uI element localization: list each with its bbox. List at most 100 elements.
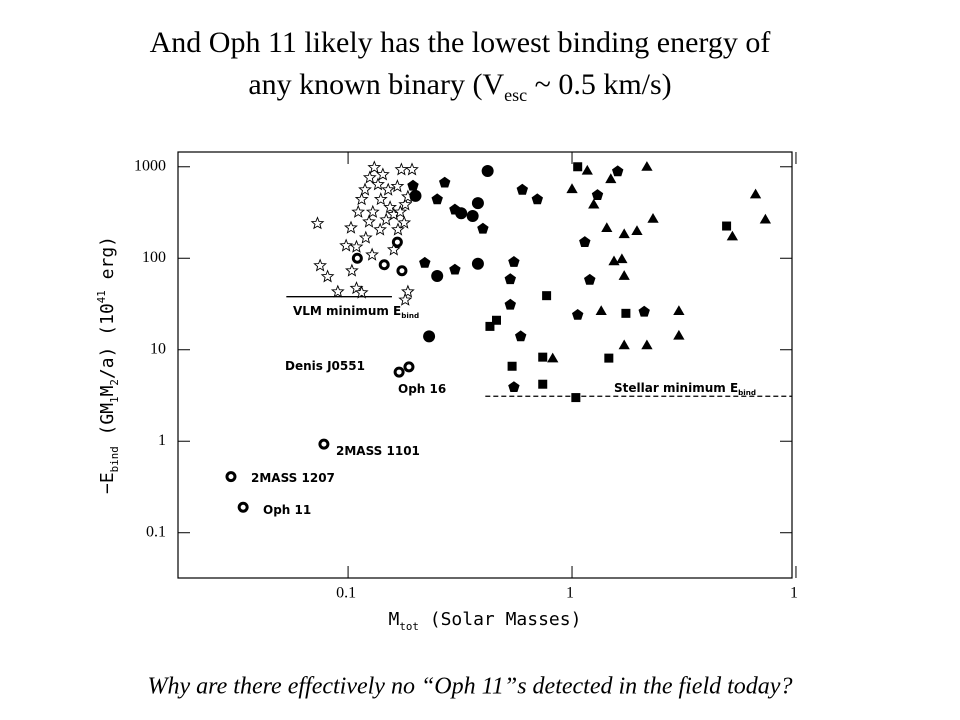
x-tick-label: 1 bbox=[566, 585, 574, 602]
triangle-point bbox=[605, 173, 617, 184]
ring-point bbox=[237, 501, 249, 513]
pentagon-point bbox=[431, 193, 443, 205]
star-point bbox=[358, 230, 373, 244]
circle-point bbox=[409, 189, 422, 202]
title-line-part: And Oph 11 likely has the lowest binding… bbox=[150, 26, 771, 59]
x-tick-label: 0.1 bbox=[336, 585, 356, 602]
x-tick-label: 1 bbox=[790, 585, 798, 602]
annotation-part: Oph 16 bbox=[398, 382, 446, 396]
star-point bbox=[354, 192, 369, 206]
triangle-point bbox=[726, 230, 738, 241]
square-point bbox=[571, 393, 581, 403]
pentagon-point bbox=[515, 330, 527, 342]
pentagon-point bbox=[572, 309, 584, 320]
annotation-part: bind bbox=[738, 388, 756, 397]
y-axis-label-part: /a) (10 bbox=[97, 303, 118, 379]
annotation-part: Stellar minimum E bbox=[614, 381, 738, 395]
y-tick-label: 1000 bbox=[134, 157, 166, 174]
star-point bbox=[386, 242, 401, 256]
pentagon-point bbox=[516, 183, 528, 195]
pentagon-point bbox=[531, 193, 543, 205]
pentagon-point bbox=[612, 165, 624, 177]
star-point bbox=[394, 162, 409, 176]
square-point bbox=[485, 321, 495, 331]
annotation-part: Denis J0551 bbox=[285, 359, 365, 373]
star-point bbox=[365, 247, 379, 261]
square-point bbox=[621, 308, 631, 318]
triangle-point bbox=[673, 329, 685, 340]
triangle-point bbox=[641, 339, 653, 350]
square-point bbox=[538, 352, 548, 362]
annotation-part: 2MASS 1207 bbox=[251, 471, 335, 485]
x-axis-label-part: tot bbox=[399, 620, 419, 633]
circle-point bbox=[423, 330, 436, 343]
pentagon-point bbox=[449, 263, 461, 275]
y-tick-label: 10 bbox=[150, 340, 166, 357]
y-axis-label: −Ebind (GM1M2/a) (1041 erg) bbox=[95, 236, 121, 494]
pentagon-point bbox=[439, 176, 451, 188]
star-point bbox=[397, 215, 412, 229]
star-point bbox=[365, 204, 380, 218]
pentagon-point bbox=[407, 179, 419, 191]
y-tick-label: 0.1 bbox=[146, 523, 166, 540]
star-point bbox=[383, 200, 397, 214]
ring-point bbox=[393, 366, 405, 378]
pentagon-point bbox=[504, 298, 516, 310]
triangle-point bbox=[588, 198, 600, 209]
annotation-part: VLM minimum E bbox=[293, 304, 401, 318]
triangle-point bbox=[618, 228, 630, 239]
star-point bbox=[320, 269, 335, 283]
y-axis-label-part: bind bbox=[108, 446, 121, 472]
triangle-point bbox=[595, 305, 607, 315]
star-point bbox=[401, 284, 415, 298]
star-point bbox=[393, 204, 408, 218]
star-point bbox=[376, 167, 390, 181]
square-point bbox=[542, 291, 552, 301]
y-axis-label-part: 2 bbox=[108, 379, 121, 386]
pentagon-point bbox=[477, 222, 489, 234]
x-axis-label-part: M bbox=[389, 609, 400, 630]
annotation: 2MASS 1101 bbox=[336, 444, 420, 458]
annotation: Oph 11 bbox=[263, 503, 311, 517]
ring-point bbox=[318, 438, 330, 450]
circle-point bbox=[481, 164, 494, 177]
y-tick-label: 1 bbox=[158, 432, 166, 449]
annotation-part: Oph 11 bbox=[263, 503, 311, 517]
star-point bbox=[349, 239, 364, 253]
y-axis-label-part: M bbox=[97, 385, 118, 396]
triangle-point bbox=[618, 270, 630, 280]
star-point bbox=[310, 216, 325, 230]
star-point bbox=[371, 177, 385, 191]
star-point bbox=[379, 212, 394, 226]
ring-point bbox=[225, 471, 237, 483]
triangle-point bbox=[673, 305, 685, 315]
triangle-point bbox=[641, 161, 653, 171]
star-point bbox=[373, 192, 388, 206]
ring-point bbox=[351, 252, 363, 264]
star-point bbox=[373, 222, 387, 236]
title-line-part: any known binary (V bbox=[248, 68, 504, 101]
square-point bbox=[604, 353, 614, 363]
triangle-point bbox=[547, 352, 559, 363]
triangle-point bbox=[749, 188, 762, 199]
triangle-point bbox=[601, 222, 613, 232]
star-point bbox=[358, 182, 372, 196]
star-point bbox=[381, 182, 396, 196]
square-point bbox=[722, 221, 732, 231]
ring-point bbox=[391, 236, 403, 248]
triangle-point bbox=[566, 183, 578, 194]
annotation: 2MASS 1207 bbox=[251, 471, 335, 485]
star-point bbox=[351, 204, 366, 218]
footer: Why are there effectively no “Oph 11”s d… bbox=[148, 674, 793, 700]
star-point bbox=[398, 292, 413, 306]
triangle-point bbox=[759, 213, 771, 224]
square-point bbox=[507, 361, 517, 371]
star-point bbox=[398, 197, 413, 211]
star-point bbox=[391, 222, 405, 236]
y-axis-label-part: −E bbox=[97, 472, 118, 494]
triangle-point bbox=[647, 213, 659, 223]
y-axis-label-part: 41 bbox=[95, 290, 108, 303]
star-point bbox=[313, 258, 327, 272]
title-line-part: ~ 0.5 km/s) bbox=[527, 68, 672, 101]
